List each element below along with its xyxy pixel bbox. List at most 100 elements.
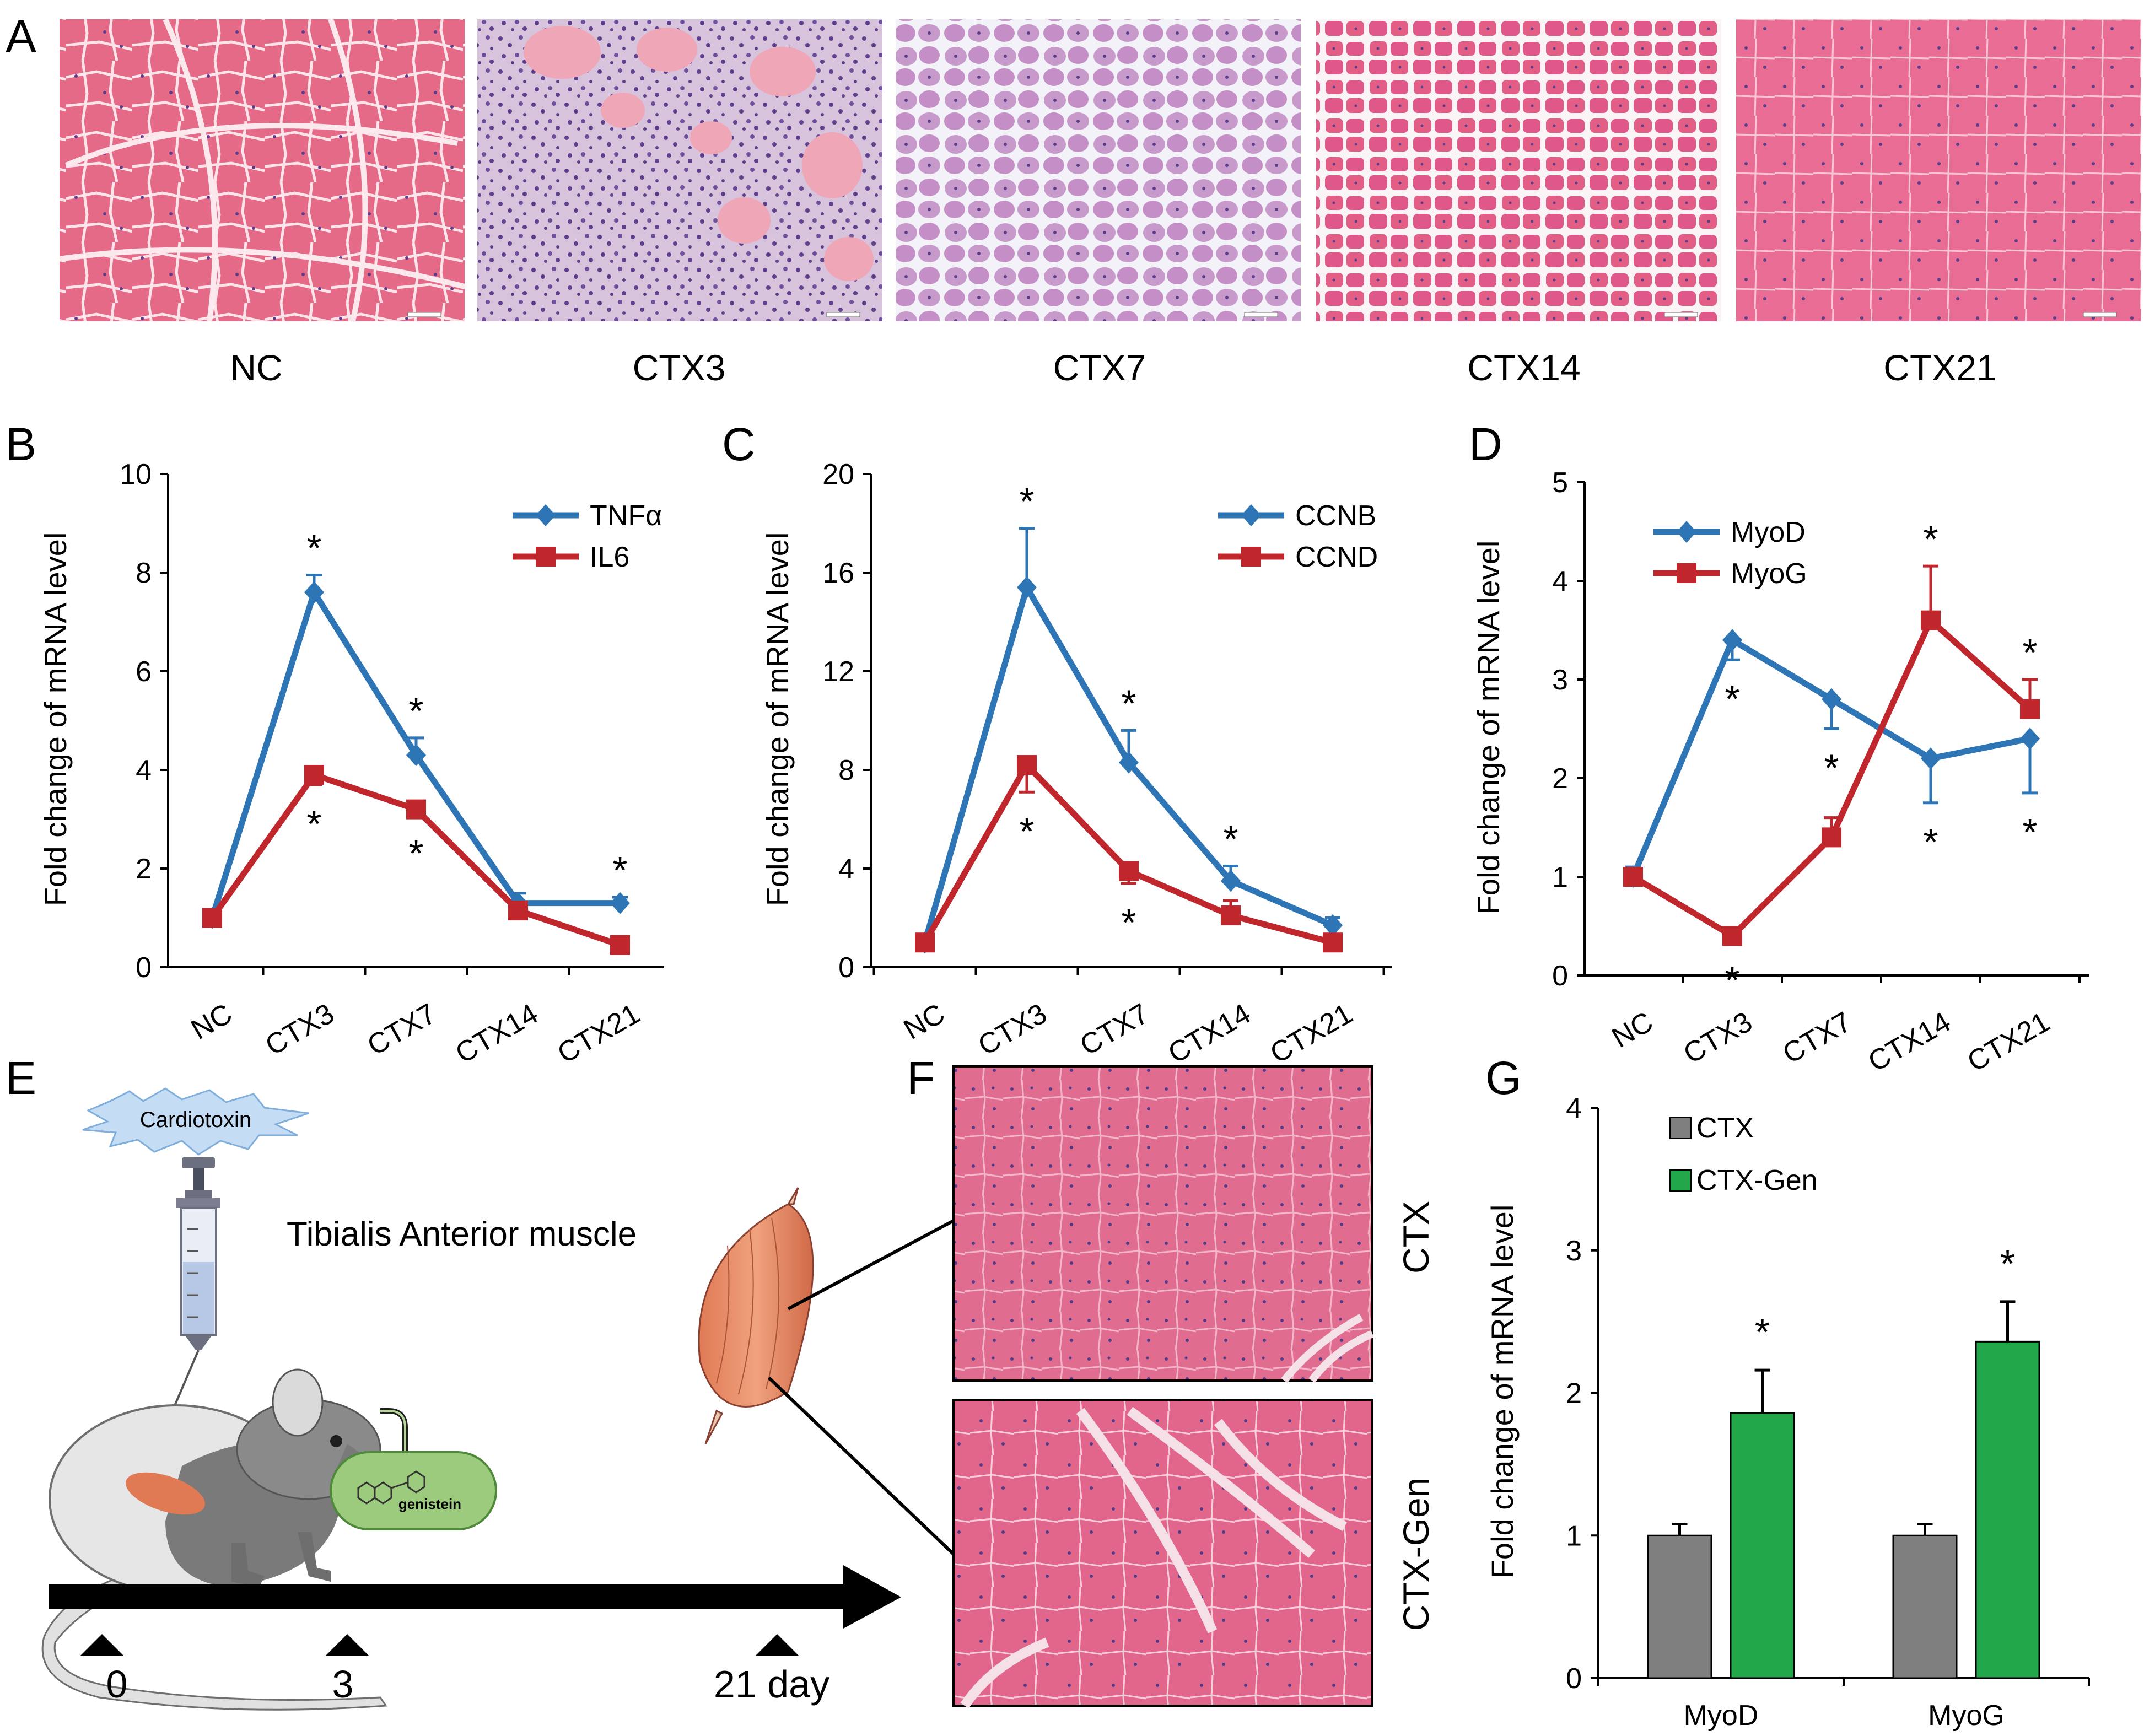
legend-marker-b-il6 bbox=[536, 547, 556, 567]
y-tick-label-b-8: 8 bbox=[136, 557, 152, 589]
x-tick-label-b-2: CTX7 bbox=[362, 998, 441, 1062]
panel-label-f: F bbox=[907, 1052, 935, 1104]
x-tick-label-c-3: CTX14 bbox=[1163, 998, 1256, 1070]
data-point-b-il6-4 bbox=[610, 935, 630, 955]
y-tick-label-g-2: 2 bbox=[1566, 1378, 1582, 1410]
legend-label-g-ctx: CTX bbox=[1696, 1112, 1754, 1144]
significance-star-c-ccnb-3: * bbox=[1223, 818, 1238, 861]
data-point-b-tnf-2 bbox=[406, 744, 426, 767]
timeline-day-0: 0 bbox=[106, 1663, 128, 1706]
data-point-c-ccnd-2 bbox=[1119, 861, 1139, 881]
data-point-d-myog-0 bbox=[1623, 867, 1643, 887]
timeline-marker-3 bbox=[325, 1634, 369, 1656]
data-point-b-tnf-4 bbox=[610, 892, 630, 914]
legend-marker-c-ccnd bbox=[1241, 547, 1261, 567]
legend-label-c-ccnb: CCNB bbox=[1295, 500, 1376, 532]
cardiotoxin-label: Cardiotoxin bbox=[140, 1108, 251, 1132]
y-tick-label-c-4: 4 bbox=[838, 853, 854, 885]
significance-star-c-ccnb-1: * bbox=[1019, 479, 1034, 522]
caption-f-ctx: CTX bbox=[1396, 1201, 1436, 1274]
chart-d: 0 1 2 3 4 5 Fold change of mRNA level NC CTX3 CTX… bbox=[1471, 467, 2089, 1078]
y-tick-label-d-3: 3 bbox=[1552, 664, 1568, 696]
caption-ctx3: CTX3 bbox=[633, 347, 726, 388]
legend-label-g-ctxgen: CTX-Gen bbox=[1696, 1164, 1818, 1196]
legend-marker-c-ccnb bbox=[1241, 504, 1261, 526]
data-point-c-ccnb-2 bbox=[1119, 751, 1139, 774]
y-tick-label-g-4: 4 bbox=[1566, 1092, 1582, 1124]
chart-c: 0 4 8 12 16 20 Fold change of mRNA level NC CTX3… bbox=[760, 459, 1392, 1070]
data-point-c-ccnb-3 bbox=[1221, 870, 1241, 892]
significance-star-g-ctxgen-1: * bbox=[2000, 1242, 2015, 1285]
panel-label-e: E bbox=[6, 1052, 36, 1104]
timeline: 0 3 21 day bbox=[49, 1565, 901, 1706]
timeline-marker-21 bbox=[755, 1634, 799, 1656]
timeline-arrowhead bbox=[843, 1565, 901, 1629]
x-tick-label-d-2: CTX7 bbox=[1777, 1006, 1857, 1070]
data-point-d-myog-1 bbox=[1722, 926, 1742, 946]
y-axis-label-g: Fold change of mRNA level bbox=[1485, 1205, 1520, 1579]
scale-bars bbox=[407, 312, 2117, 317]
data-point-c-ccnd-0 bbox=[915, 932, 935, 953]
genistein-pill: genistein bbox=[330, 1451, 497, 1530]
data-point-b-il6-0 bbox=[202, 908, 222, 928]
significance-star-d-myog-1: * bbox=[1725, 958, 1739, 1001]
significance-star-g-ctxgen-0: * bbox=[1755, 1311, 1770, 1354]
y-tick-label-d-4: 4 bbox=[1552, 565, 1568, 597]
x-tick-label-b-1: CTX3 bbox=[260, 998, 340, 1062]
histology-ctx21 bbox=[1736, 19, 2141, 321]
legend-label-b-tnf: TNFα bbox=[590, 500, 662, 532]
cardiotoxin-burst: Cardiotoxin bbox=[82, 1087, 309, 1156]
significance-star-d-myog-3: * bbox=[1923, 517, 1938, 560]
timeline-day-21: 21 day bbox=[714, 1663, 829, 1706]
chart-g: 0 1 2 3 4 Fold change of mRNA level MyoD * MyoG *… bbox=[1485, 1092, 2090, 1732]
histology-f-ctxgen-gaps bbox=[960, 1406, 1348, 1709]
significance-star-b-il6-1: * bbox=[306, 802, 321, 845]
mouse-illustration bbox=[41, 1368, 425, 1711]
data-point-d-myod-4 bbox=[2020, 727, 2040, 750]
significance-star-b-tnf-4: * bbox=[612, 849, 627, 892]
data-point-c-ccnd-3 bbox=[1221, 905, 1241, 926]
histology-f-ctx bbox=[952, 1065, 1373, 1382]
y-tick-label-c-8: 8 bbox=[838, 754, 854, 786]
histology-f-ctx-gaps bbox=[1281, 1313, 1374, 1383]
caption-ctx14: CTX14 bbox=[1467, 347, 1580, 388]
connector-line-bottom bbox=[767, 1376, 955, 1556]
histology-ctx7 bbox=[896, 19, 1301, 321]
arrow-to-mouth-icon-inner bbox=[380, 1410, 406, 1460]
y-tick-label-g-1: 1 bbox=[1566, 1520, 1582, 1552]
panel-label-c: C bbox=[722, 418, 756, 470]
data-point-d-myog-3 bbox=[1921, 610, 1941, 630]
significance-star-b-tnf-1: * bbox=[306, 526, 321, 569]
y-tick-label-b-6: 6 bbox=[136, 656, 152, 688]
significance-star-c-ccnd-1: * bbox=[1019, 810, 1034, 853]
data-point-d-myog-4 bbox=[2020, 699, 2040, 719]
muscle-label: Tibialis Anterior muscle bbox=[287, 1215, 637, 1253]
y-tick-label-d-2: 2 bbox=[1552, 763, 1568, 795]
y-tick-label-b-2: 2 bbox=[136, 853, 152, 885]
x-tick-label-b-3: CTX14 bbox=[450, 998, 543, 1070]
significance-star-d-myod-4: * bbox=[2022, 811, 2037, 854]
syringe-icon bbox=[164, 1157, 220, 1428]
legend-marker-b-tnf bbox=[536, 504, 556, 526]
data-point-c-ccnd-4 bbox=[1323, 932, 1343, 953]
y-tick-label-c-16: 16 bbox=[822, 557, 854, 589]
timeline-day-3: 3 bbox=[332, 1663, 354, 1706]
data-point-b-il6-3 bbox=[508, 901, 528, 921]
y-axis-label-d: Fold change of mRNA level bbox=[1471, 541, 1506, 915]
y-tick-label-b-0: 0 bbox=[136, 952, 152, 984]
panel-label-g: G bbox=[1485, 1052, 1521, 1104]
y-tick-label-d-0: 0 bbox=[1552, 960, 1568, 992]
data-point-d-myod-3 bbox=[1921, 747, 1941, 770]
data-point-b-il6-1 bbox=[304, 764, 324, 785]
data-point-c-ccnd-1 bbox=[1017, 755, 1037, 775]
significance-star-b-tnf-2: * bbox=[408, 689, 423, 732]
y-tick-label-c-12: 12 bbox=[822, 656, 854, 688]
x-tick-label-c-0: NC bbox=[898, 998, 950, 1046]
data-point-c-ccnb-1 bbox=[1017, 576, 1037, 599]
significance-star-d-myod-2: * bbox=[1824, 747, 1839, 790]
panel-label-a: A bbox=[6, 10, 36, 62]
connector-line-top bbox=[787, 1219, 955, 1311]
significance-star-d-myod-3: * bbox=[1923, 821, 1938, 864]
x-tick-label-d-0: NC bbox=[1607, 1006, 1658, 1054]
data-point-b-il6-2 bbox=[406, 799, 426, 820]
